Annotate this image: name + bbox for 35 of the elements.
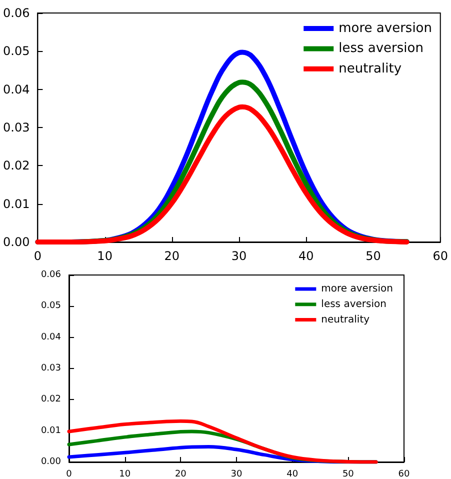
y-tick-label: 0.04	[3, 82, 30, 96]
y-tick-label: 0.03	[40, 364, 61, 374]
x-tick-label: 30	[230, 470, 242, 479]
x-tick-label: 40	[286, 470, 298, 479]
x-tick-label: 20	[174, 470, 187, 479]
line-series	[67, 419, 378, 464]
y-tick-label: 0.05	[3, 44, 30, 58]
legend-label: more aversion	[338, 21, 432, 36]
y-tick-label: 0.02	[3, 158, 30, 173]
y-tick-label: 0.06	[40, 270, 62, 280]
y-tick-label: 0.04	[40, 332, 62, 342]
y-tick-label: 0.05	[40, 301, 61, 312]
x-tick-label: 40	[298, 249, 314, 263]
x-tick-label: 0	[66, 470, 72, 479]
legend-label: neutrality	[321, 314, 370, 326]
legend-label: more aversion	[321, 284, 394, 294]
x-tick-label: 60	[432, 249, 448, 263]
x-tick-label: 50	[342, 470, 354, 479]
x-tick-label: 60	[398, 470, 410, 479]
y-tick-label: 0.02	[40, 394, 61, 405]
x-tick-label: 50	[366, 249, 381, 263]
x-tick-label: 10	[97, 249, 112, 263]
legend-label: less aversion	[338, 41, 424, 56]
legend-label: less aversion	[321, 298, 386, 310]
y-tick-label: 0.06	[3, 6, 30, 20]
y-tick-label: 0.01	[3, 196, 30, 211]
x-tick-label: 0	[34, 249, 42, 263]
x-tick-label: 20	[164, 249, 180, 263]
y-tick-label: 0.00	[40, 457, 62, 467]
y-tick-label: 0.00	[3, 235, 30, 249]
legend-label: neutrality	[338, 61, 402, 76]
x-tick-label: 10	[119, 470, 131, 479]
y-tick-label: 0.01	[40, 426, 61, 436]
y-tick-label: 0.03	[3, 120, 30, 134]
x-tick-label: 30	[231, 249, 247, 263]
